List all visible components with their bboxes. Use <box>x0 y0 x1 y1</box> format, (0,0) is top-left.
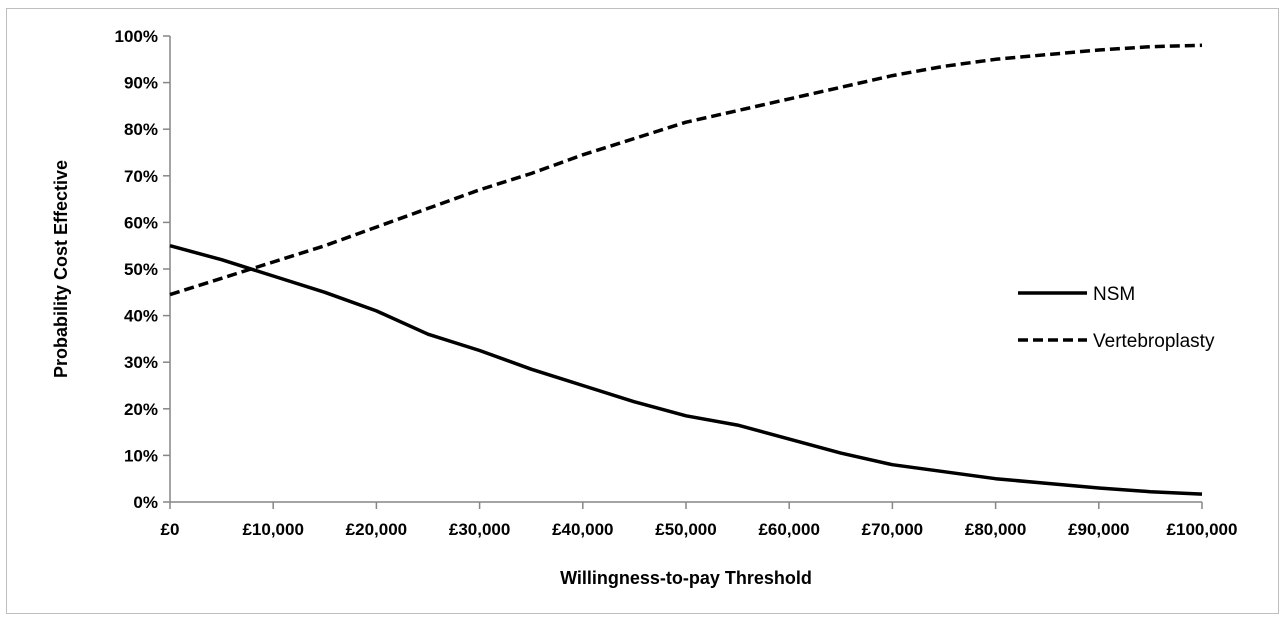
x-tick-label: £80,000 <box>965 520 1026 539</box>
y-tick-label: 40% <box>124 307 158 326</box>
x-tick-label: £0 <box>161 520 180 539</box>
legend-label: Vertebroplasty <box>1093 331 1215 352</box>
y-tick-label: 60% <box>124 213 158 232</box>
x-tick-label: £30,000 <box>449 520 510 539</box>
y-tick-label: 80% <box>124 120 158 139</box>
y-tick-label: 10% <box>124 446 158 465</box>
x-tick-label: £100,000 <box>1167 520 1238 539</box>
y-tick-label: 90% <box>124 74 158 93</box>
y-tick-label: 0% <box>133 493 158 512</box>
x-tick-label: £70,000 <box>862 520 923 539</box>
x-tick-label: £50,000 <box>655 520 716 539</box>
y-tick-label: 70% <box>124 167 158 186</box>
x-tick-label: £60,000 <box>758 520 819 539</box>
x-axis-title: Willingness-to-pay Threshold <box>560 568 812 588</box>
x-tick-label: £90,000 <box>1068 520 1129 539</box>
y-tick-label: 20% <box>124 400 158 419</box>
series-layer <box>170 45 1202 494</box>
x-tick-label: £40,000 <box>552 520 613 539</box>
y-axis: 0% 10% 20% 30% 40% 50% 60% 70% 80% 90% 100% <box>115 27 170 512</box>
y-tick-label: 100% <box>115 27 158 46</box>
x-axis: £0 £10,000 £20,000 £30,000 £40,000 £50,000 £60… <box>161 502 1238 539</box>
y-tick-label: 30% <box>124 353 158 372</box>
y-tick-label: 50% <box>124 260 158 279</box>
y-axis-title: Probability Cost Effective <box>51 160 71 378</box>
series-line-nsm <box>170 246 1202 494</box>
legend: NSM Vertebroplasty <box>1018 284 1215 352</box>
x-tick-label: £10,000 <box>242 520 303 539</box>
legend-label: NSM <box>1093 284 1135 305</box>
x-tick-label: £20,000 <box>346 520 407 539</box>
series-line-vertebroplasty <box>170 45 1202 294</box>
